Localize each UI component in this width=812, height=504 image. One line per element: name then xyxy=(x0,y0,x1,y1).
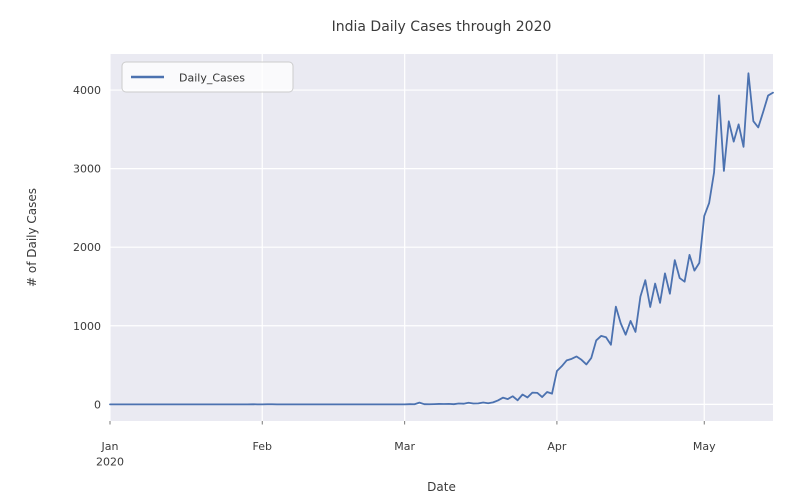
daily-cases-line xyxy=(109,72,774,406)
x-axis-label: Date xyxy=(427,480,456,494)
legend-label: Daily_Cases xyxy=(179,72,245,85)
y-tick-label: 4000 xyxy=(73,84,101,97)
y-axis-label: # of Daily Cases xyxy=(25,188,39,287)
plot-area xyxy=(110,54,773,421)
legend-frame xyxy=(121,61,294,93)
x-tick-label: May xyxy=(693,440,716,453)
chart-title: India Daily Cases through 2020 xyxy=(332,19,552,35)
x-tick-label: Apr xyxy=(547,440,567,453)
y-tick-label: 0 xyxy=(94,398,101,411)
tick-marks xyxy=(109,421,705,425)
x-tick-label: Jan xyxy=(101,440,119,453)
x-tick-label: Mar xyxy=(394,440,415,453)
y-tick-label: 1000 xyxy=(73,320,101,333)
y-tick-labels: 0 1000 2000 3000 4000 xyxy=(73,84,101,411)
x-tick-label: Feb xyxy=(253,440,272,453)
y-tick-label: 2000 xyxy=(73,241,101,254)
x-tick-label: 2020 xyxy=(96,456,124,469)
legend: Daily_Cases xyxy=(121,61,294,93)
x-tick-labels: Jan 2020 Feb Mar Apr May xyxy=(96,440,716,469)
y-tick-label: 3000 xyxy=(73,163,101,176)
